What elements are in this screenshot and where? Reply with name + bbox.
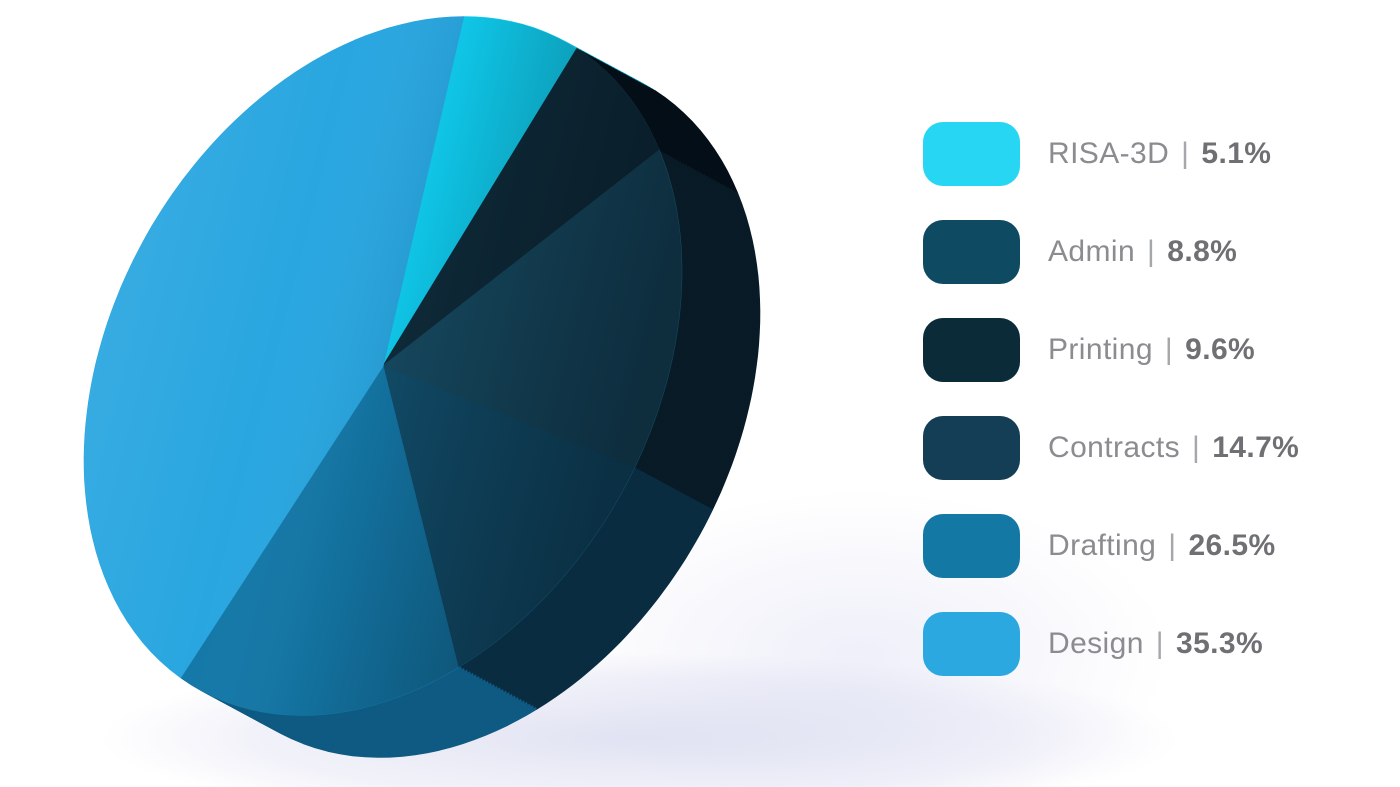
legend-text: Printing | 9.6% [1048,333,1255,367]
legend-item-drafting: Drafting | 26.5% [923,514,1299,578]
legend-text: Admin | 8.8% [1048,235,1237,269]
legend-item-risa-3d: RISA-3D | 5.1% [923,122,1299,186]
legend-separator: | [1155,627,1164,660]
legend-value: 26.5% [1188,529,1276,562]
face-shading-overlay [84,16,682,716]
legend-label: Contracts [1048,431,1180,464]
legend-item-printing: Printing | 9.6% [923,318,1299,382]
legend-text: Design | 35.3% [1048,627,1263,661]
legend-value: 9.6% [1185,333,1256,366]
legend-label: Admin [1048,235,1136,268]
legend-swatch-design [923,612,1020,676]
legend-separator: | [1181,137,1190,170]
legend-label: Printing [1048,333,1153,366]
legend-text: Contracts | 14.7% [1048,431,1299,465]
legend-text: Drafting | 26.5% [1048,529,1276,563]
legend-item-contracts: Contracts | 14.7% [923,416,1299,480]
legend-separator: | [1168,529,1177,562]
legend-separator: | [1191,431,1201,464]
legend-label: RISA-3D [1048,137,1170,170]
legend-item-admin: Admin | 8.8% [923,220,1299,284]
legend-swatch-admin [923,220,1020,284]
legend-separator: | [1164,333,1174,366]
legend-separator: | [1147,235,1156,268]
legend-swatch-risa-3d [923,122,1020,186]
legend-swatch-drafting [923,514,1020,578]
legend-value: 5.1% [1201,137,1272,170]
legend-swatch-printing [923,318,1020,382]
legend-label: Drafting [1048,529,1157,562]
legend-text: RISA-3D | 5.1% [1048,137,1271,171]
legend: RISA-3D | 5.1% Admin | 8.8% Printing | 9.6% Contr… [923,122,1299,676]
legend-value: 14.7% [1212,431,1300,464]
legend-value: 8.8% [1167,235,1238,268]
legend-item-design: Design | 35.3% [923,612,1299,676]
legend-value: 35.3% [1176,627,1264,660]
legend-label: Design [1048,627,1144,660]
legend-swatch-contracts [923,416,1020,480]
